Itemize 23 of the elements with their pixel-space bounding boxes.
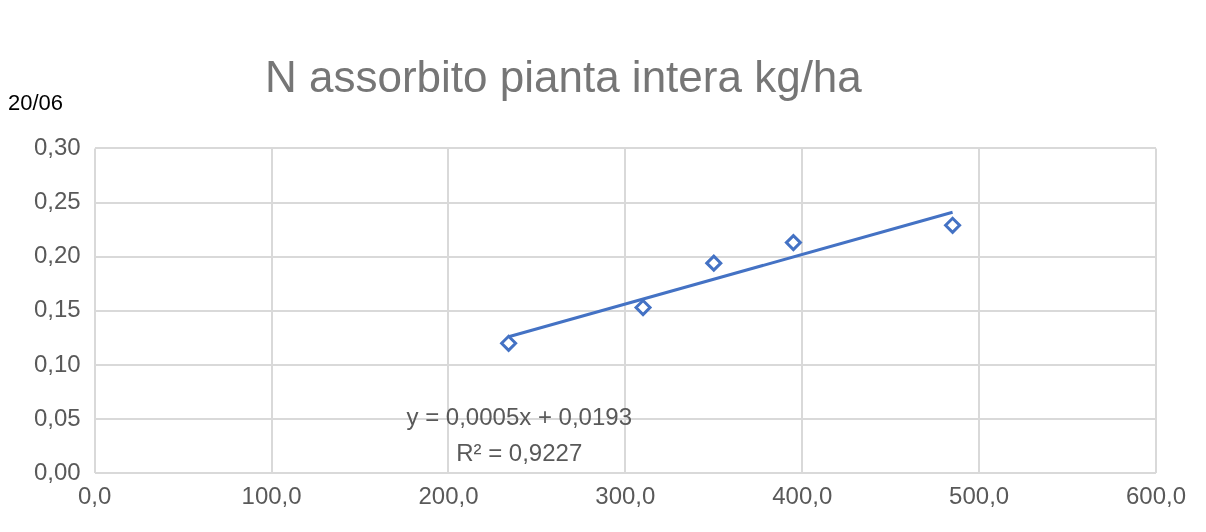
y-tick-label: 0,00 xyxy=(33,457,81,485)
y-tick-label: 0,30 xyxy=(33,133,81,161)
y-tick-label: 0,25 xyxy=(33,187,81,215)
annotation: R² = 0,9227 xyxy=(456,439,583,467)
y-tick-label: 0,10 xyxy=(33,349,81,377)
annotation: y = 0,0005x + 0,0193 xyxy=(406,403,632,431)
y-tick-label: 0,15 xyxy=(33,295,81,323)
chart-title: N assorbito pianta intera kg/ha xyxy=(265,52,862,102)
y-axis-title: 20/06 xyxy=(8,90,64,116)
point xyxy=(500,334,518,352)
x-tick-label: 500,0 xyxy=(949,482,1010,510)
x-tick-label: 0,0 xyxy=(78,482,112,510)
point xyxy=(705,254,723,272)
x-tick-label: 400,0 xyxy=(772,482,833,510)
point xyxy=(634,299,652,317)
point xyxy=(944,216,962,234)
point xyxy=(784,234,802,252)
y-tick-label: 0,05 xyxy=(33,403,81,431)
x-tick-label: 100,0 xyxy=(241,482,302,510)
x-tick-label: 200,0 xyxy=(418,482,479,510)
x-tick-label: 300,0 xyxy=(595,482,656,510)
x-tick-label: 600,0 xyxy=(1125,482,1187,510)
y-tick-label: 0,20 xyxy=(33,241,81,269)
